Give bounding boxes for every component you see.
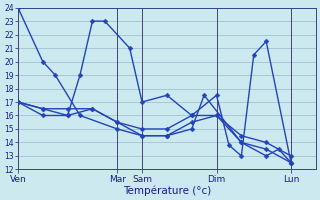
X-axis label: Température (°c): Température (°c) bbox=[123, 185, 211, 196]
